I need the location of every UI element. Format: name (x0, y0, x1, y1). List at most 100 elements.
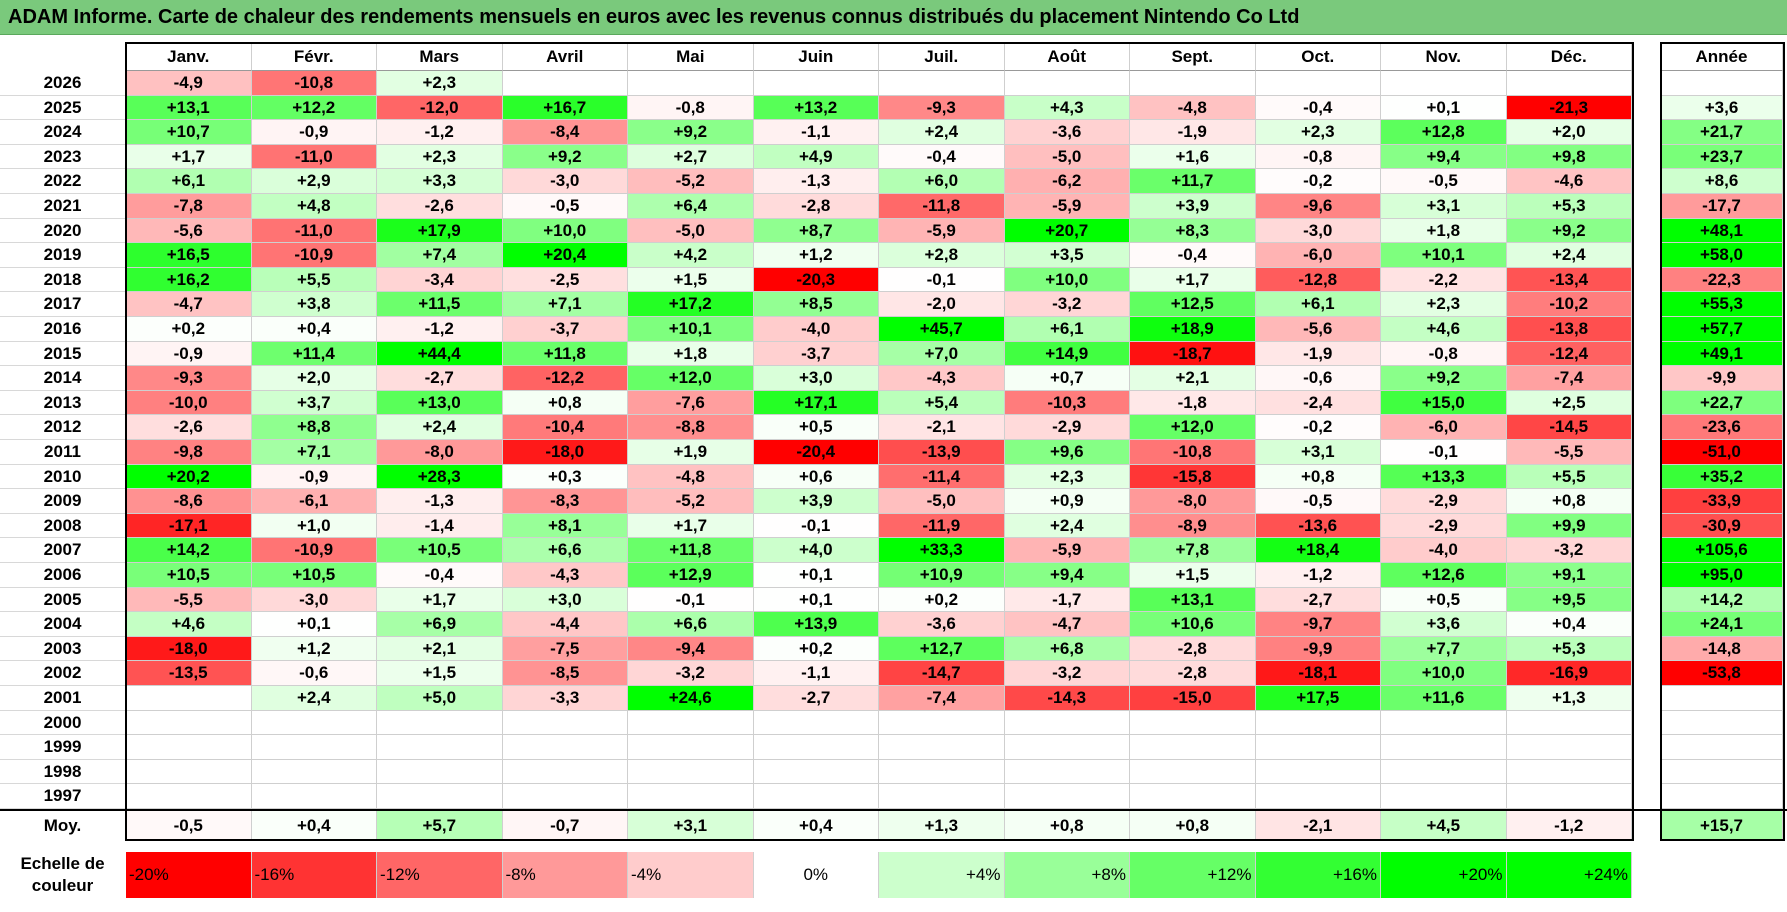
heatmap-cell: +1,7 (628, 513, 754, 539)
heatmap-cell: +9,2 (1381, 366, 1507, 391)
heatmap-cell: -0,8 (1381, 341, 1507, 367)
heatmap-cell: -0,4 (377, 563, 503, 588)
heatmap-cell: +7,1 (502, 292, 628, 317)
average-cell: +3,1 (628, 811, 754, 841)
heatmap-cell: -9,7 (1255, 612, 1381, 637)
heatmap-cell: -7,5 (502, 636, 628, 662)
color-scale-swatch: +12% (1130, 852, 1256, 898)
heatmap-cell: -5,0 (879, 489, 1005, 514)
heatmap-cell: -17,1 (126, 513, 252, 539)
heatmap-cell (126, 735, 252, 760)
color-scale-label-line1: Echelle de (20, 854, 105, 873)
average-cell: +4,5 (1381, 811, 1507, 841)
annual-cell: -30,9 (1661, 513, 1783, 539)
heatmap-cell: -8,0 (377, 440, 503, 465)
heatmap-cell: -3,2 (1004, 292, 1130, 317)
heatmap-cell: +0,1 (1381, 95, 1507, 121)
heatmap-cell: -18,0 (502, 440, 628, 465)
heatmap-cell: -12,2 (502, 366, 628, 391)
annual-cell: +57,7 (1661, 317, 1783, 342)
heatmap-cell: -1,7 (1004, 587, 1130, 613)
heatmap-cell: +9,2 (502, 144, 628, 170)
heatmap-cell: -15,0 (1130, 686, 1256, 711)
heatmap-cell: +2,3 (377, 71, 503, 96)
heatmap-cell: -10,9 (251, 243, 377, 268)
year-label: 2013 (0, 391, 125, 416)
average-cell: -1,2 (1506, 811, 1632, 841)
year-label: 2026 (0, 71, 125, 96)
annual-cell (1661, 784, 1783, 809)
heatmap-cell: -7,8 (126, 194, 252, 219)
year-label: 2009 (0, 489, 125, 514)
heatmap-cell: -10,0 (126, 390, 252, 416)
heatmap-cell: -5,5 (1506, 440, 1632, 465)
heatmap-cell: +12,7 (879, 636, 1005, 662)
heatmap-cell: -1,1 (753, 120, 879, 145)
heatmap-cell: -4,4 (502, 612, 628, 637)
heatmap-cell: -12,0 (377, 95, 503, 121)
heatmap-cell: +13,0 (377, 390, 503, 416)
heatmap-cell: -6,0 (1381, 415, 1507, 440)
heatmap-cell: -0,8 (628, 95, 754, 121)
heatmap-cell: +14,2 (126, 538, 252, 563)
annual-cell: +105,6 (1661, 538, 1783, 563)
heatmap-cell: +3,9 (1130, 194, 1256, 219)
heatmap-cell: -2,0 (879, 292, 1005, 317)
heatmap-cell: -10,8 (251, 71, 377, 96)
heatmap-cell: +0,4 (251, 317, 377, 342)
heatmap-cell: -1,2 (1255, 563, 1381, 588)
heatmap-cell: +6,6 (502, 538, 628, 563)
heatmap-cell: +28,3 (377, 464, 503, 490)
heatmap-cell: -0,4 (1130, 243, 1256, 268)
heatmap-cell: +16,2 (126, 267, 252, 293)
annual-cell: -23,6 (1661, 415, 1783, 440)
color-scale-swatch: -16% (251, 852, 377, 898)
heatmap-cell (377, 784, 503, 809)
heatmap-cell: -0,1 (1381, 440, 1507, 465)
month-header: Nov. (1381, 43, 1507, 71)
heatmap-cell: +1,9 (628, 440, 754, 465)
heatmap-cell (628, 71, 754, 96)
heatmap-cell: +14,9 (1004, 341, 1130, 367)
heatmap-cell (1130, 71, 1256, 96)
heatmap-cell: -2,9 (1004, 415, 1130, 440)
heatmap-cell: +17,1 (753, 390, 879, 416)
year-label: 2010 (0, 465, 125, 490)
annual-cell: +58,0 (1661, 243, 1783, 268)
heatmap-cell: +17,9 (377, 218, 503, 244)
heatmap-cell (1255, 759, 1381, 785)
heatmap-cell: +20,4 (502, 243, 628, 268)
heatmap-cell (1381, 784, 1507, 809)
heatmap-cell: +5,3 (1506, 194, 1632, 219)
heatmap-cell (126, 759, 252, 785)
heatmap-cell: +9,9 (1506, 513, 1632, 539)
heatmap-cell: -5,5 (126, 587, 252, 613)
heatmap-cell: +2,5 (1506, 390, 1632, 416)
annual-cell (1661, 686, 1783, 711)
annual-cell: +95,0 (1661, 563, 1783, 588)
heatmap-cell: +12,5 (1130, 292, 1256, 317)
heatmap-cell: -5,0 (1004, 144, 1130, 170)
heatmap-cell (879, 735, 1005, 760)
heatmap-cell: -10,9 (251, 538, 377, 563)
heatmap-cell: +3,8 (251, 292, 377, 317)
heatmap-cell (1506, 784, 1632, 809)
year-label: 2022 (0, 169, 125, 194)
heatmap-cell: -20,4 (753, 440, 879, 465)
heatmap-cell: +9,6 (1004, 440, 1130, 465)
heatmap-cell (251, 710, 377, 736)
heatmap-cell (502, 759, 628, 785)
month-header: Déc. (1506, 43, 1632, 71)
heatmap-cell: +7,8 (1130, 538, 1256, 563)
heatmap-cell: -4,8 (1130, 95, 1256, 121)
heatmap-cell: +10,1 (628, 317, 754, 342)
year-label: 2019 (0, 243, 125, 268)
heatmap-cell (628, 759, 754, 785)
heatmap-cell: -21,3 (1506, 95, 1632, 121)
heatmap-cell: -3,6 (879, 612, 1005, 637)
heatmap-cell: -4,3 (502, 563, 628, 588)
heatmap-cell: +7,0 (879, 341, 1005, 367)
color-scale-swatch: -8% (502, 852, 628, 898)
heatmap-cell: -7,6 (628, 390, 754, 416)
annual-cell: +23,7 (1661, 144, 1783, 170)
